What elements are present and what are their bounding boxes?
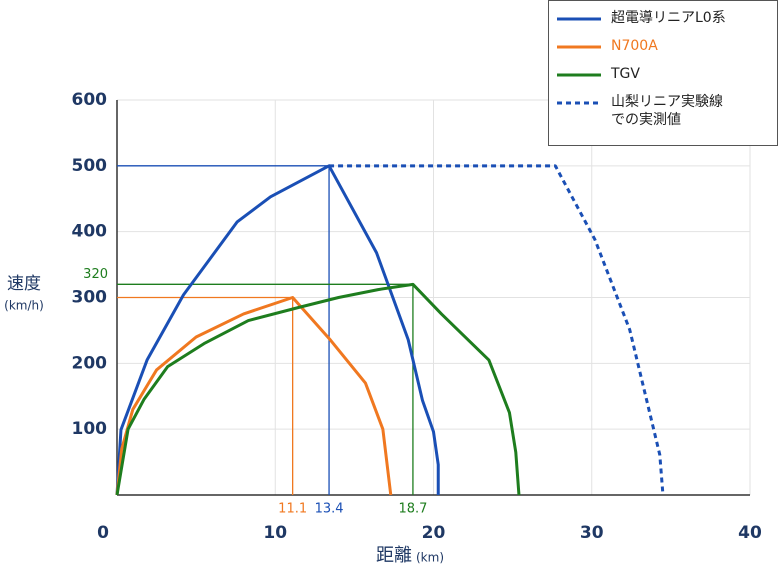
y-unit: (km/h) [4, 299, 44, 313]
series-line [115, 296, 393, 496]
legend-label: TGV [611, 66, 640, 82]
y-tick-label: 200 [72, 353, 108, 373]
series-line [329, 164, 665, 496]
y-tick-label: 100 [72, 419, 108, 439]
legend-swatch [557, 17, 601, 21]
legend-label: 超電導リニアL0系 [611, 10, 726, 26]
legend: 超電導リニアL0系 N700A TGV 山梨リニア実験線での実測値 [548, 0, 778, 146]
reference-line [117, 296, 294, 495]
x-tick-label: 30 [580, 523, 604, 543]
y-tick-label: 400 [72, 222, 108, 242]
reference-x-label: 11.1 [278, 502, 307, 517]
x-unit: (km) [416, 551, 444, 565]
y-tick-label: 300 [72, 288, 108, 308]
x-tick-label: 20 [422, 523, 446, 543]
reference-line [117, 165, 330, 495]
reference-x-label: 13.4 [315, 502, 344, 517]
legend-item: 超電導リニアL0系 [549, 9, 731, 27]
legend-item: N700A [549, 37, 731, 55]
y-tick-label: 600 [72, 90, 108, 110]
legend-item: TGV [549, 65, 731, 83]
legend-label: 山梨リニア実験線での実測値 [611, 94, 723, 128]
legend-swatch [557, 45, 601, 49]
y-label: 速度 [7, 274, 41, 294]
series-line [115, 282, 521, 496]
x-tick-label: 10 [263, 523, 287, 543]
x-label: 距離 [376, 545, 412, 566]
legend-swatch [557, 73, 601, 77]
legend-swatch [557, 101, 601, 105]
x-tick-label: 0 [97, 523, 109, 543]
reference-y-label: 320 [83, 267, 108, 282]
legend-item: 山梨リニア実験線での実測値 [549, 93, 731, 129]
series-line [115, 164, 440, 496]
y-tick-label: 500 [72, 156, 108, 176]
reference-x-label: 18.7 [398, 502, 427, 517]
x-tick-label: 40 [738, 523, 762, 543]
legend-label: N700A [611, 38, 658, 54]
